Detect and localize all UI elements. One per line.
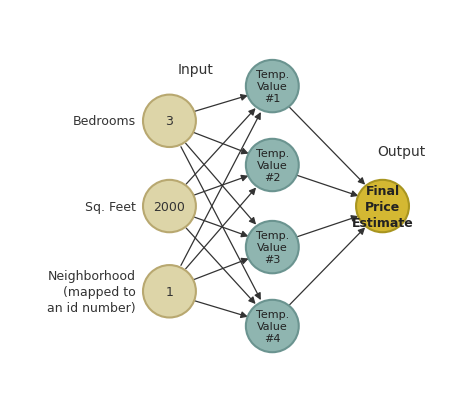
Text: 3: 3 [165,115,173,128]
Text: 2000: 2000 [154,200,185,213]
Text: Output: Output [377,144,425,158]
Text: Neighborhood
(mapped to
an id number): Neighborhood (mapped to an id number) [47,269,136,314]
Ellipse shape [246,300,299,353]
Text: Temp.
Value
#3: Temp. Value #3 [255,230,289,265]
Ellipse shape [246,139,299,192]
Ellipse shape [246,61,299,113]
Text: Bedrooms: Bedrooms [73,115,136,128]
Ellipse shape [356,180,409,233]
Ellipse shape [143,180,196,233]
Ellipse shape [143,95,196,148]
Text: Final
Price
Estimate: Final Price Estimate [352,184,413,229]
Text: Temp.
Value
#1: Temp. Value #1 [255,70,289,104]
Text: 1: 1 [165,285,173,298]
Ellipse shape [246,221,299,274]
Ellipse shape [143,265,196,318]
Text: Temp.
Value
#4: Temp. Value #4 [255,309,289,344]
Text: Sq. Feet: Sq. Feet [85,200,136,213]
Text: Input: Input [177,63,213,76]
Text: Temp.
Value
#2: Temp. Value #2 [255,148,289,183]
